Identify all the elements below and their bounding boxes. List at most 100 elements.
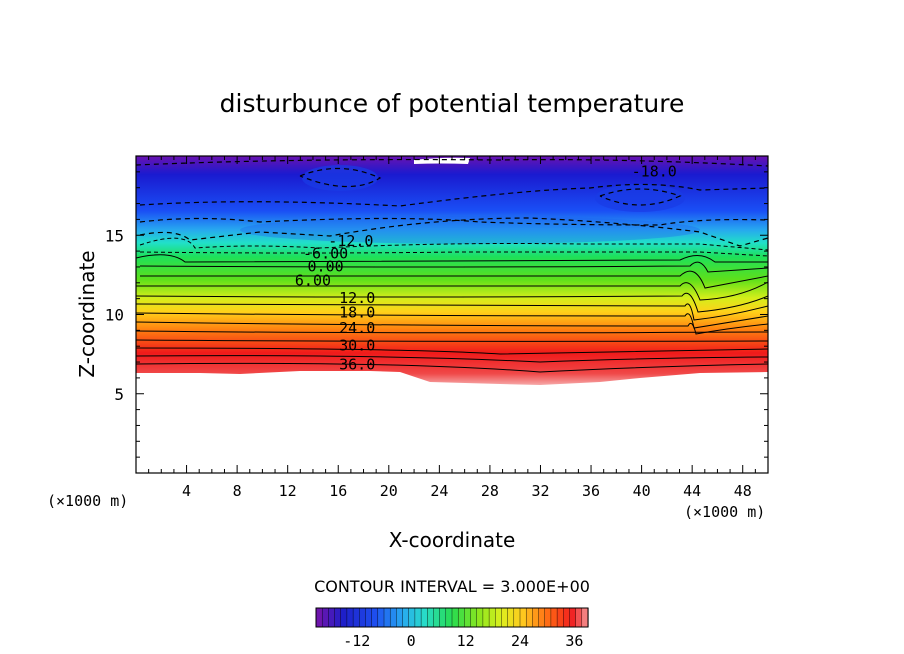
contour-label: 12.0 xyxy=(339,289,375,307)
colorbar-swatch xyxy=(408,607,416,628)
contour-line xyxy=(139,237,769,251)
y-tick-label: 10 xyxy=(105,306,124,325)
contour-label: 36.0 xyxy=(339,356,375,374)
contour-line xyxy=(299,167,382,188)
chart-title: disturbunce of potential temperature xyxy=(220,89,685,118)
colorbar-swatch xyxy=(321,607,329,628)
contour-label: 18.0 xyxy=(339,303,375,321)
contour-line xyxy=(139,183,769,207)
y-tick-label: 5 xyxy=(114,385,124,404)
contour-label: -12.0 xyxy=(328,232,373,250)
y-axis: 5 10 15 xyxy=(105,171,768,458)
x-tick-label: 36 xyxy=(582,482,600,500)
x-unit-right: (×1000 m) xyxy=(684,503,765,521)
colorbar-tick-label: -12 xyxy=(343,632,370,650)
colorbar-swatch xyxy=(563,607,571,628)
colorbar-swatch xyxy=(439,607,447,628)
contour-line xyxy=(135,254,768,263)
colorbar-tick-label: 36 xyxy=(565,632,583,650)
x-tick-label: 40 xyxy=(633,482,651,500)
colorbar-swatch xyxy=(513,607,521,628)
x-axis: 4 8 12 16 20 24 28 32 36 40 44 48 xyxy=(148,156,756,500)
colorbar-swatch xyxy=(315,607,323,628)
contour-line xyxy=(135,281,769,301)
contour-line xyxy=(135,292,769,313)
contour-label: -6.00 xyxy=(303,245,348,263)
contour-label: 0.00 xyxy=(308,257,344,275)
contour-line xyxy=(135,330,769,334)
colorbar-swatch xyxy=(569,607,577,628)
contour-line xyxy=(139,261,769,273)
colorbar-swatch xyxy=(482,607,490,628)
colorbar-swatch xyxy=(414,607,422,628)
colorbar-swatch xyxy=(495,607,503,628)
colorbar-swatch xyxy=(451,607,459,628)
colorbar-swatch xyxy=(457,607,465,628)
x-tick-label: 44 xyxy=(683,482,701,500)
temperature-field xyxy=(136,156,768,385)
colorbar-swatch xyxy=(334,607,342,628)
contour-label: 24.0 xyxy=(339,319,375,337)
colorbar-swatch xyxy=(464,607,472,628)
x-tick-label: 28 xyxy=(481,482,499,500)
colorbar-swatch xyxy=(371,607,379,628)
cold-pocket-right xyxy=(595,184,685,212)
colorbar-swatch xyxy=(352,607,360,628)
x-tick-label: 48 xyxy=(734,482,752,500)
colorbar-swatch xyxy=(507,607,515,628)
contour-line xyxy=(140,270,769,289)
colorbar-swatch xyxy=(420,607,428,628)
contour-line xyxy=(599,188,682,206)
field-layer xyxy=(136,156,768,385)
colorbar-swatch xyxy=(427,607,435,628)
colorbar-swatch xyxy=(476,607,484,628)
colorbar-swatch xyxy=(389,607,397,628)
colorbar-swatch xyxy=(445,607,453,628)
colorbar-swatch xyxy=(359,607,367,628)
colorbar-swatch xyxy=(433,607,441,628)
colorbar: -12 0 12 24 36 xyxy=(315,607,589,650)
colorbar-swatch xyxy=(340,607,348,628)
x-tick-label: 4 xyxy=(182,482,191,500)
blue-band xyxy=(240,216,700,244)
colorbar-swatch xyxy=(538,607,546,628)
colorbar-swatch xyxy=(550,607,558,628)
colorbar-tick-label: 24 xyxy=(511,632,529,650)
colorbar-swatch xyxy=(346,607,354,628)
contour-line xyxy=(135,347,769,355)
colorbar-swatch xyxy=(383,607,391,628)
colorbar-swatch xyxy=(525,607,533,628)
contour-line xyxy=(135,355,769,363)
x-tick-label: 32 xyxy=(531,482,549,500)
colorbar-swatch xyxy=(544,607,552,628)
contour-label: -18.0 xyxy=(632,162,677,180)
colorbar-swatch xyxy=(328,607,336,628)
colorbar-tick-label: 0 xyxy=(407,632,416,650)
cold-pocket-left xyxy=(302,165,378,191)
colorbar-swatch xyxy=(396,607,404,628)
colorbar-swatch xyxy=(581,607,589,628)
colorbar-frame xyxy=(315,607,589,628)
colorbar-swatch xyxy=(402,607,410,628)
colorbar-swatch xyxy=(501,607,509,628)
colorbar-swatch xyxy=(575,607,583,628)
contour-line xyxy=(139,251,769,257)
contour-label: 30.0 xyxy=(339,337,375,355)
contour-interval-label: CONTOUR INTERVAL = 3.000E+00 xyxy=(314,577,590,596)
contour-label: 6.00 xyxy=(295,272,331,290)
contour-line xyxy=(135,312,769,329)
colorbar-swatch xyxy=(519,607,527,628)
colorbar-tick-label: 12 xyxy=(457,632,475,650)
colorbar-swatch xyxy=(556,607,564,628)
x-tick-label: 20 xyxy=(380,482,398,500)
y-tick-label: 15 xyxy=(105,226,124,245)
contour-line xyxy=(139,217,769,247)
colorbar-swatch xyxy=(488,607,496,628)
contour-line xyxy=(135,339,769,342)
contour-labels: -18.0 -12.0-6.000.006.00 12.018.024.030.03… xyxy=(295,162,677,373)
contour-line xyxy=(135,303,769,321)
x-tick-label: 8 xyxy=(233,482,242,500)
colorbar-swatch xyxy=(532,607,540,628)
contour-line xyxy=(135,321,769,335)
